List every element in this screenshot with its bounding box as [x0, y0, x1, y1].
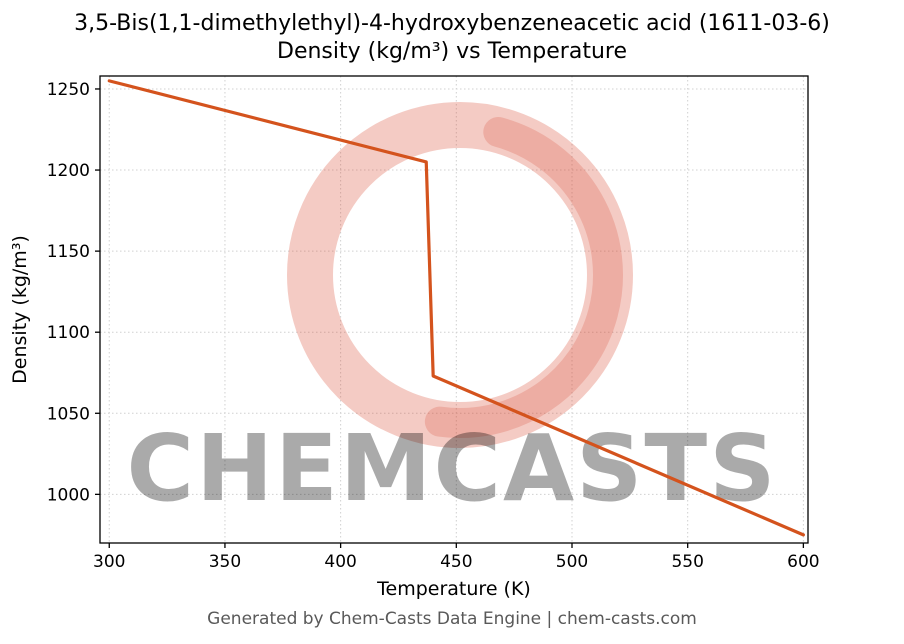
chart-header: 3,5-Bis(1,1-dimethylethyl)-4-hydroxybenz… [0, 0, 904, 70]
y-tick-label: 1150 [47, 242, 90, 262]
y-tick-label: 1100 [47, 323, 90, 343]
y-axis-label: Density (kg/m³) [9, 235, 31, 384]
axis-frame [99, 75, 809, 544]
x-axis-label: Temperature (K) [376, 578, 531, 600]
watermark-brush-arc-icon [297, 111, 623, 438]
y-tick-label: 1200 [47, 161, 90, 181]
y-tick-label: 1250 [47, 80, 90, 100]
y-tick-label: 1000 [47, 485, 90, 505]
x-tick-label: 300 [93, 552, 125, 572]
y-tick-label: 1050 [47, 404, 90, 424]
footer-credit: Generated by Chem-Casts Data Engine | ch… [207, 609, 697, 629]
x-tick-label: 600 [787, 552, 819, 572]
grid [100, 76, 808, 543]
watermark-text: CHEMCASTS [127, 415, 778, 522]
watermark: CHEMCASTS [127, 102, 778, 522]
x-tick-label: 500 [556, 552, 588, 572]
watermark-circle-icon [287, 102, 633, 448]
x-tick-label: 450 [440, 552, 472, 572]
chart-subtitle: Density (kg/m³) vs Temperature [277, 38, 627, 64]
chart-title: 3,5-Bis(1,1-dimethylethyl)-4-hydroxybenz… [74, 11, 830, 36]
x-tick-label: 350 [209, 552, 241, 572]
x-tick-label: 400 [324, 552, 356, 572]
y-axis: 1000 1050 1100 1150 1200 1250 [47, 80, 100, 505]
x-tick-label: 550 [671, 552, 703, 572]
plot-area: CHEMCASTS 300 350 400 450 500 550 600 1000 1050 11… [9, 75, 820, 600]
density-line [107, 79, 805, 537]
x-axis: 300 350 400 450 500 550 600 [93, 543, 820, 572]
